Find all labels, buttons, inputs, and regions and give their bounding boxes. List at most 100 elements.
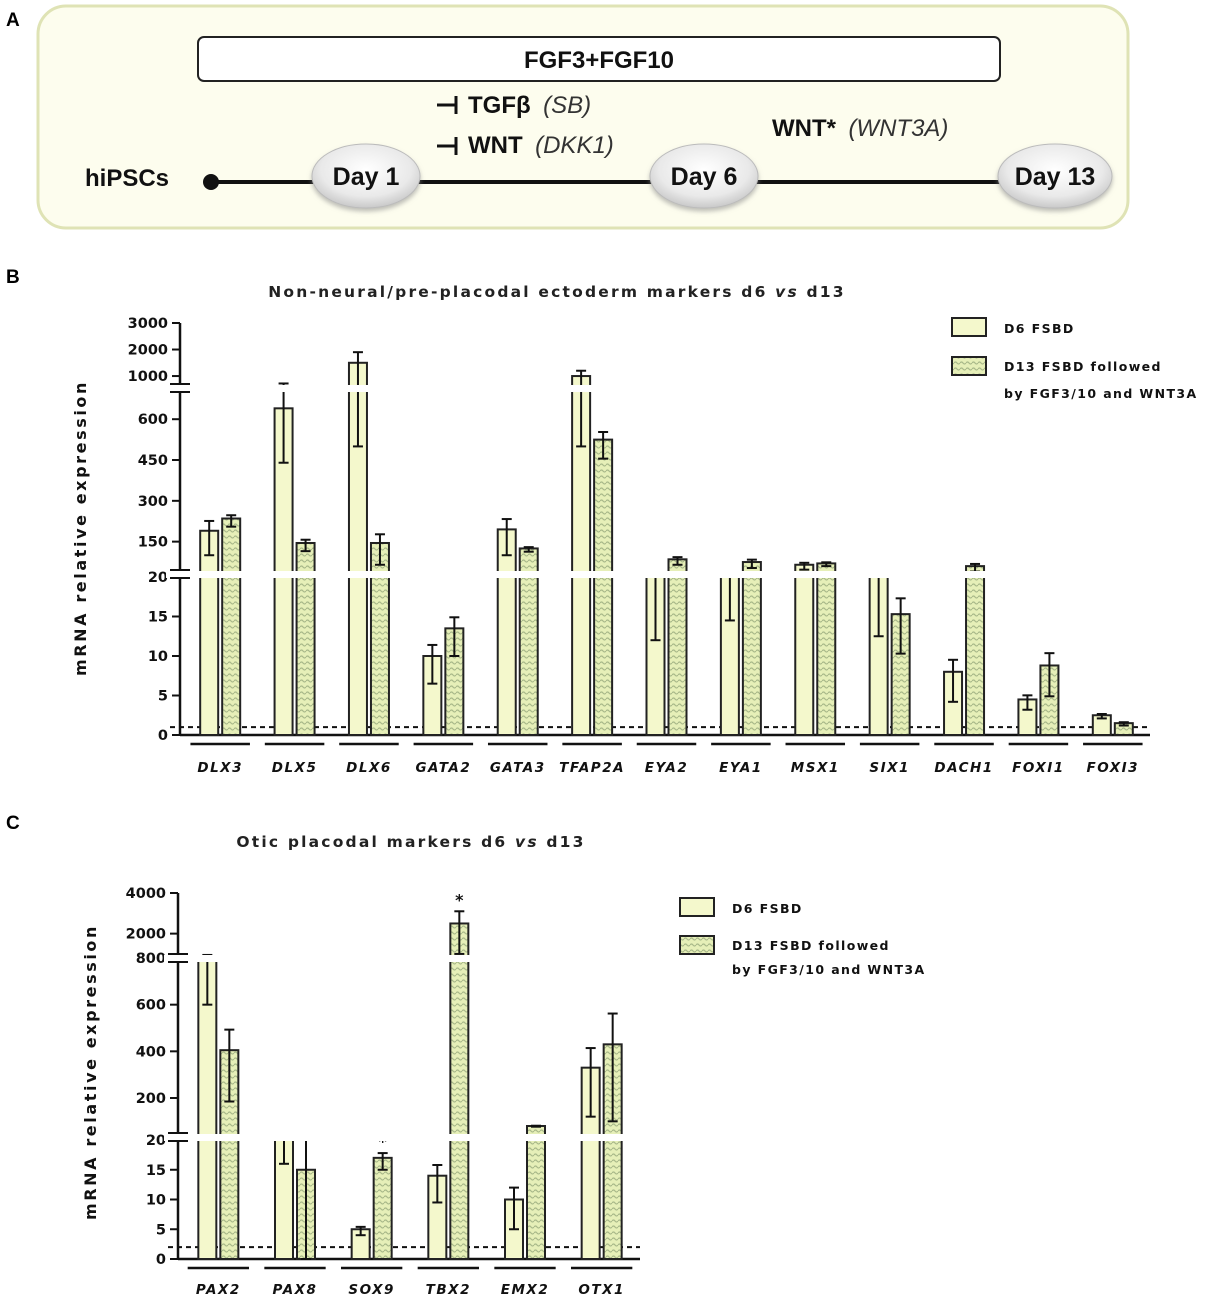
y-tick-label: 800 <box>136 951 166 967</box>
day-13-label: Day 13 <box>1015 163 1096 191</box>
chart-c-title-part3: d13 <box>539 833 586 851</box>
axis-break-gap <box>164 1134 640 1141</box>
chart-b-title: Non-neural/pre-placodal ectoderm markers… <box>268 283 846 301</box>
y-tick-label: 10 <box>146 1193 166 1209</box>
category-label: GATA2 <box>415 760 471 776</box>
legend-label-d6: D6 FSBD <box>732 901 803 916</box>
axis-break-gap <box>164 955 640 962</box>
y-tick-label: 2000 <box>128 343 168 359</box>
y-tick-label: 150 <box>138 535 168 551</box>
start-label: hiPSCs <box>85 165 169 192</box>
bar <box>667 558 688 736</box>
legend-swatch-d13 <box>951 356 987 376</box>
bar <box>965 565 986 737</box>
inhibit-icon <box>437 137 458 155</box>
chart-b-y-label: mRNA relative expression <box>71 380 90 676</box>
chart-b-title-part3: d13 <box>799 283 846 301</box>
y-tick-label: 5 <box>158 689 168 705</box>
y-tick-label: 200 <box>136 1091 166 1107</box>
activation-wnt3a: WNT* (WNT3A) <box>772 115 948 142</box>
legend-label-d6: D6 FSBD <box>1004 321 1075 336</box>
day-6-node: Day 6 <box>649 143 759 209</box>
significance-mark: * <box>455 890 464 909</box>
bar <box>221 517 242 736</box>
inhibition-tgfb-name: TGFβ <box>468 92 531 119</box>
chart-b-title-vs: vs <box>775 283 799 301</box>
day-1-node: Day 1 <box>311 143 421 209</box>
legend-label-d13-cont: by FGF3/10 and WNT3A <box>1004 386 1198 401</box>
category-label: GATA3 <box>490 760 546 776</box>
chart-b-title-part1: Non-neural/pre-placodal ectoderm markers… <box>268 283 775 301</box>
factor-box <box>197 36 1001 82</box>
y-tick-label: 0 <box>158 728 168 744</box>
chart-c-y-label: mRNA relative expression <box>81 924 100 1220</box>
y-tick-label: 600 <box>136 998 166 1014</box>
y-tick-label: 600 <box>138 412 168 428</box>
y-tick-label: 0 <box>156 1252 166 1268</box>
chart-c-title-part1: Otic placodal markers d6 <box>236 833 515 851</box>
chart-b-legend: D6 FSBD D13 FSBD followed by FGF3/10 and… <box>951 317 1198 401</box>
bar <box>816 562 837 736</box>
category-label: FOXI1 <box>1012 760 1065 776</box>
category-label: EMX2 <box>501 1282 549 1298</box>
y-tick-label: 5 <box>156 1222 166 1238</box>
category-label: FOXI3 <box>1087 760 1140 776</box>
y-tick-label: 450 <box>138 453 168 469</box>
bar <box>741 561 762 736</box>
legend-swatch-d6 <box>679 897 715 917</box>
category-label: DLX3 <box>197 760 243 776</box>
inhibition-wnt-agent: (DKK1) <box>535 132 614 159</box>
bar <box>199 529 220 736</box>
day-1-label: Day 1 <box>333 163 400 191</box>
timeline-start-dot <box>203 174 219 190</box>
category-label: DACH1 <box>934 760 993 776</box>
y-tick-label: 400 <box>136 1044 166 1060</box>
panel-label-c: C <box>6 813 20 834</box>
panel-label-b: B <box>6 267 20 288</box>
day-6-label: Day 6 <box>671 163 738 191</box>
category-label: SOX9 <box>348 1282 395 1298</box>
category-label: TFAP2A <box>559 760 625 776</box>
y-tick-label: 20 <box>148 570 168 586</box>
factor-box-label: FGF3+FGF10 <box>524 47 674 74</box>
category-label: TBX2 <box>426 1282 471 1298</box>
y-tick-label: 1000 <box>128 369 168 385</box>
bar <box>496 528 517 736</box>
axis-break-gap <box>166 571 1150 578</box>
bar <box>372 1156 393 1260</box>
y-tick-label: 4000 <box>126 886 166 902</box>
bar <box>449 922 470 1260</box>
legend-label-d13: D13 FSBD followed <box>732 938 890 953</box>
inhibition-wnt: WNT (DKK1) <box>468 132 614 159</box>
legend-label-d13: D13 FSBD followed <box>1004 359 1162 374</box>
axis-break-gap <box>166 385 1150 392</box>
y-tick-label: 20 <box>146 1133 166 1149</box>
bar <box>794 563 815 736</box>
chart-b: 0 5 10 15 20 150 300 450 600 1000 2000 3000 DLX3 DLX5… <box>128 316 1150 776</box>
inhibit-icon <box>437 96 458 114</box>
category-label: PAX2 <box>196 1282 241 1298</box>
panel-label-a: A <box>6 10 20 31</box>
legend-swatch-d6 <box>951 317 987 337</box>
category-label: DLX5 <box>272 760 318 776</box>
y-tick-label: 300 <box>138 494 168 510</box>
inhibition-tgfb: TGFβ (SB) <box>468 92 591 119</box>
y-tick-label: 15 <box>148 610 168 626</box>
scheme-panel: FGF3+FGF10 hiPSCs TGFβ (SB) WNT (DKK1) W… <box>36 4 1130 230</box>
category-label: PAX8 <box>273 1282 318 1298</box>
category-label: SIX1 <box>869 760 910 776</box>
inhibition-tgfb-agent: (SB) <box>543 92 591 119</box>
category-label: EYA2 <box>645 760 689 776</box>
category-label: DLX6 <box>346 760 392 776</box>
legend-label-d13-cont: by FGF3/10 and WNT3A <box>732 962 926 977</box>
activation-name: WNT* <box>772 115 837 142</box>
inhibition-wnt-name: WNT <box>468 132 523 159</box>
chart-c-title-vs: vs <box>515 833 539 851</box>
chart-c-legend: D6 FSBD D13 FSBD followed by FGF3/10 and… <box>679 897 926 977</box>
significance-mark: * <box>378 1132 387 1151</box>
bar <box>593 438 614 736</box>
bar <box>526 1125 546 1260</box>
chart-c: 0 5 10 15 20 200 400 600 800 2000 4000 PAX2 PAX8 SOX9… <box>126 886 640 1298</box>
category-label: OTX1 <box>578 1282 625 1298</box>
